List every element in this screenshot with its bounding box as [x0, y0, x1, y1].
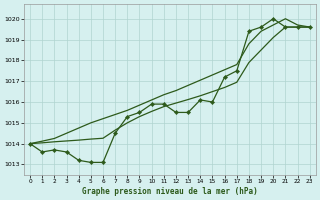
X-axis label: Graphe pression niveau de la mer (hPa): Graphe pression niveau de la mer (hPa) — [82, 187, 258, 196]
